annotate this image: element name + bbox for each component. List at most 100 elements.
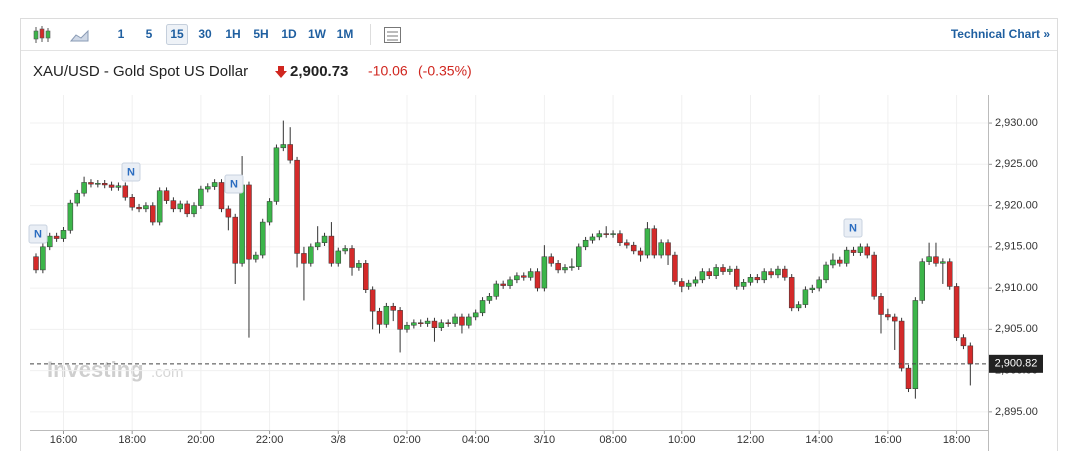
active-interval-box <box>166 24 188 45</box>
candle-body <box>754 277 761 281</box>
candle-body <box>802 289 809 305</box>
interval-button[interactable]: 1 <box>118 27 125 41</box>
candle-body <box>81 182 87 194</box>
x-tick-label: 02:00 <box>393 434 421 446</box>
last-price-tag <box>989 354 1043 373</box>
candle-body <box>136 206 142 210</box>
y-tick-label: 2,930.00 <box>995 117 1038 129</box>
news-marker[interactable]: N <box>28 224 48 244</box>
candle-body <box>417 322 424 324</box>
interval-button[interactable]: 1D <box>281 27 297 41</box>
news-marker-label: N <box>230 178 238 190</box>
candle-body <box>424 320 431 324</box>
candle-body <box>369 289 376 312</box>
candle-body <box>679 281 685 287</box>
y-tick-label: 2,910.00 <box>995 282 1038 294</box>
candle-body <box>857 246 864 253</box>
candle-body <box>33 256 39 271</box>
interval-button[interactable]: 5 <box>146 27 153 41</box>
candle-body <box>617 233 623 243</box>
news-marker[interactable]: N <box>224 174 244 194</box>
candle-body <box>211 182 218 187</box>
candle-body <box>672 254 678 282</box>
candle-body <box>191 205 197 215</box>
interval-button[interactable]: 1W <box>308 27 327 41</box>
interval-button[interactable]: 1H <box>225 27 240 41</box>
candle-body <box>472 312 479 318</box>
candle-body <box>527 271 534 278</box>
candle-body <box>541 256 548 289</box>
candle-body <box>143 205 149 210</box>
candle-body <box>720 267 726 272</box>
candle-body <box>88 182 94 185</box>
news-marker[interactable]: N <box>121 162 141 182</box>
candle-body <box>466 316 472 326</box>
candle-body <box>500 283 506 286</box>
candle-body <box>40 246 46 271</box>
news-marker[interactable]: N <box>843 218 863 238</box>
candle-body <box>582 239 589 248</box>
candle-body <box>569 266 575 268</box>
x-tick-label: 08:00 <box>599 434 627 446</box>
candle-body <box>205 186 211 190</box>
candle-body <box>926 256 932 262</box>
candle-body <box>376 310 383 325</box>
candle-body <box>871 254 877 297</box>
interval-button[interactable]: 15 <box>170 27 184 41</box>
candle-body <box>548 256 554 264</box>
candle-body <box>431 320 438 328</box>
candle-body <box>438 322 445 328</box>
candle-body <box>253 254 259 260</box>
candle-body <box>575 246 582 267</box>
candle-body <box>46 235 53 248</box>
candle-body <box>740 282 747 287</box>
interval-button[interactable]: 5H <box>253 27 268 41</box>
candle-body <box>273 147 280 202</box>
x-tick-label: 3/8 <box>331 434 346 446</box>
interval-button[interactable]: 30 <box>198 27 212 41</box>
candle-body <box>239 184 245 264</box>
candle-body <box>953 286 960 338</box>
candle-body <box>850 249 857 253</box>
candle-body <box>898 320 905 369</box>
candle-body <box>321 235 328 243</box>
candle-body <box>452 316 458 324</box>
x-tick-label: 3/10 <box>534 434 555 446</box>
candle-body <box>60 230 67 239</box>
down-arrow <box>275 66 287 78</box>
interval-button[interactable]: 1M <box>337 27 354 41</box>
candle-icon[interactable] <box>33 26 51 43</box>
candle-body <box>294 159 300 254</box>
y-tick-label: 2,915.00 <box>995 241 1038 253</box>
y-tick-label: 2,895.00 <box>995 406 1038 418</box>
technical-chart-link[interactable]: Technical Chart » <box>951 27 1050 41</box>
candle-body <box>699 271 706 281</box>
candle-body <box>411 322 417 326</box>
candle-body <box>946 261 953 287</box>
candle-body <box>507 279 513 286</box>
candle-body <box>589 236 596 241</box>
x-tick-label: 16:00 <box>874 434 902 446</box>
candle-body <box>658 242 664 256</box>
price-change-pct: (-0.35%) <box>418 63 472 79</box>
settings-icon[interactable] <box>384 27 401 43</box>
candle-body <box>404 324 410 330</box>
candle-body <box>775 268 781 276</box>
x-tick-label: 14:00 <box>805 434 833 446</box>
candle-body <box>101 183 108 186</box>
candle-body <box>280 144 287 149</box>
candle-body <box>259 221 266 256</box>
x-tick-label: 16:00 <box>50 434 78 446</box>
y-tick-label: 2,905.00 <box>995 323 1038 335</box>
candle-body <box>603 233 609 235</box>
candle-body <box>761 271 767 281</box>
candle-body <box>232 216 238 264</box>
area-icon[interactable] <box>69 29 89 42</box>
candle-body <box>843 249 850 264</box>
candle-body <box>768 271 774 276</box>
candle-body <box>706 271 713 276</box>
candle-body <box>486 296 493 301</box>
candle-body <box>782 268 788 278</box>
candle-body <box>225 208 232 218</box>
